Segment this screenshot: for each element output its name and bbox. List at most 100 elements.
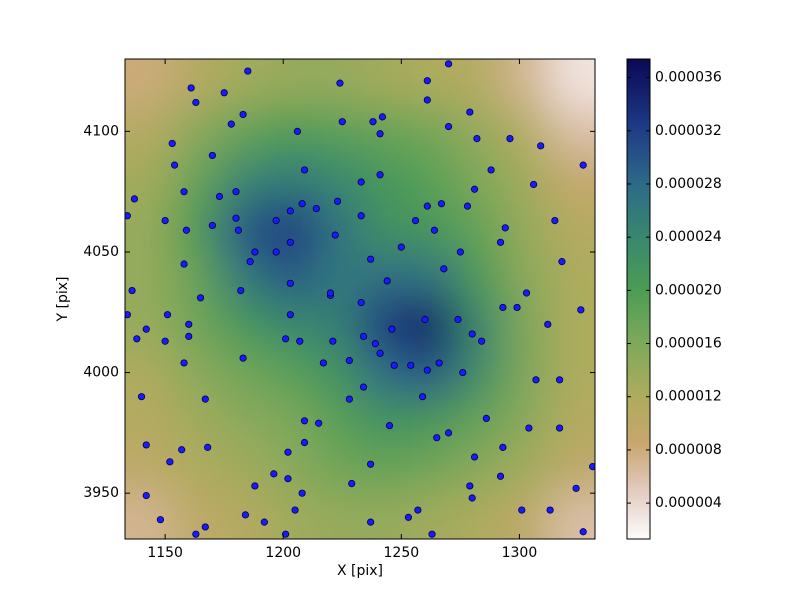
heatmap-cell bbox=[455, 59, 504, 108]
point bbox=[444, 122, 453, 131]
point bbox=[433, 434, 441, 442]
point bbox=[518, 506, 526, 514]
point bbox=[215, 192, 224, 201]
heatmap-cell bbox=[455, 444, 504, 494]
point bbox=[128, 286, 136, 295]
point bbox=[125, 212, 131, 220]
heatmap-cell bbox=[219, 493, 268, 539]
point bbox=[180, 359, 188, 367]
point bbox=[251, 482, 259, 490]
point bbox=[404, 513, 413, 521]
point bbox=[300, 417, 309, 425]
point bbox=[142, 441, 150, 449]
x-tick-label: 1150 bbox=[147, 545, 183, 561]
heatmap-cell bbox=[266, 155, 315, 205]
point bbox=[282, 335, 290, 343]
heatmap-cell bbox=[266, 300, 315, 349]
point bbox=[499, 303, 507, 312]
point bbox=[388, 325, 396, 333]
heatmap-cell bbox=[455, 155, 504, 205]
heatmap-cell bbox=[172, 444, 220, 494]
point bbox=[336, 79, 344, 87]
y-axis-label: Y [pix] bbox=[55, 277, 71, 323]
point bbox=[579, 161, 587, 169]
point bbox=[411, 217, 420, 225]
heatmap-cell bbox=[125, 493, 173, 539]
heatmap-cell bbox=[550, 59, 595, 108]
point bbox=[496, 238, 505, 246]
heatmap-cell bbox=[550, 444, 595, 494]
point bbox=[170, 161, 179, 169]
point bbox=[232, 188, 240, 196]
heatmap-cell bbox=[219, 300, 268, 349]
point bbox=[286, 279, 294, 287]
point bbox=[529, 180, 538, 189]
point bbox=[244, 67, 252, 75]
heatmap-cell bbox=[361, 348, 409, 398]
heatmap-cell bbox=[313, 300, 362, 349]
point bbox=[579, 528, 587, 536]
heatmap-cell bbox=[219, 155, 268, 205]
heatmap-cell bbox=[172, 300, 220, 349]
heatmap-cell bbox=[502, 348, 551, 398]
heatmap-cell bbox=[313, 444, 362, 494]
point bbox=[185, 320, 193, 328]
x-tick-label: 1300 bbox=[502, 545, 538, 561]
point bbox=[246, 258, 254, 266]
point bbox=[286, 238, 294, 246]
point bbox=[359, 332, 368, 340]
heatmap-cell bbox=[219, 396, 268, 446]
point bbox=[482, 414, 490, 422]
point bbox=[418, 393, 427, 401]
heatmap bbox=[125, 59, 595, 539]
heatmap-cell bbox=[219, 251, 268, 301]
colorbar-tick-label: 0.000004 bbox=[655, 495, 722, 511]
point bbox=[220, 89, 228, 97]
point bbox=[423, 366, 431, 374]
point bbox=[555, 424, 564, 432]
heatmap-cell bbox=[125, 107, 173, 156]
heatmap-cell bbox=[172, 348, 220, 398]
point bbox=[345, 395, 353, 403]
point bbox=[180, 188, 188, 196]
colorbar bbox=[626, 58, 651, 540]
point bbox=[435, 359, 443, 367]
heatmap-cell bbox=[550, 203, 595, 253]
point bbox=[369, 118, 377, 126]
heatmap-cell bbox=[313, 493, 362, 539]
point bbox=[555, 376, 564, 384]
point bbox=[201, 395, 209, 403]
point bbox=[286, 207, 294, 215]
heatmap-cell bbox=[266, 493, 315, 539]
heatmap-cell bbox=[266, 251, 315, 301]
point bbox=[291, 506, 299, 514]
point bbox=[338, 118, 346, 126]
colorbar-tick-label: 0.000020 bbox=[655, 282, 722, 298]
heatmap-cell bbox=[550, 107, 595, 156]
colorbar-tick-label: 0.000032 bbox=[655, 123, 722, 139]
point bbox=[208, 151, 216, 160]
point bbox=[397, 243, 405, 251]
point bbox=[298, 489, 306, 497]
point bbox=[237, 286, 245, 295]
y-tick-label: 4050 bbox=[83, 244, 119, 260]
heatmap-cell bbox=[502, 444, 551, 494]
heatmap-cell bbox=[550, 348, 595, 398]
point bbox=[298, 200, 306, 208]
heatmap-cell bbox=[455, 107, 504, 156]
point bbox=[204, 443, 212, 451]
point bbox=[522, 289, 531, 297]
point bbox=[284, 475, 292, 483]
point bbox=[385, 422, 394, 430]
heatmap-cell bbox=[125, 300, 173, 349]
heatmap-cell bbox=[550, 155, 595, 205]
point bbox=[312, 204, 320, 213]
point bbox=[182, 226, 191, 234]
heatmap-cell bbox=[125, 396, 173, 446]
heatmap-cell bbox=[550, 300, 595, 349]
point bbox=[272, 248, 280, 256]
point bbox=[272, 217, 280, 225]
points bbox=[125, 60, 595, 538]
point bbox=[577, 306, 585, 314]
